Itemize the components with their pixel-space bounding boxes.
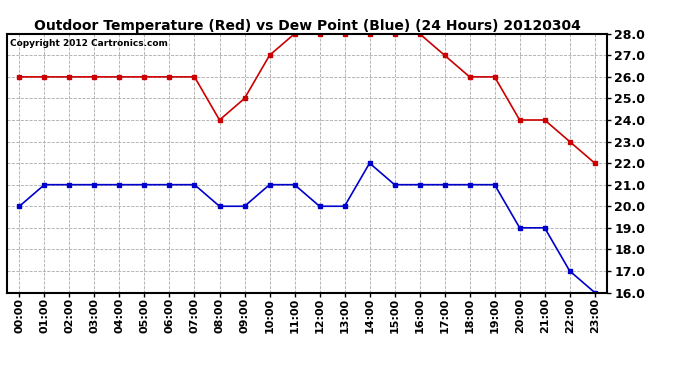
Title: Outdoor Temperature (Red) vs Dew Point (Blue) (24 Hours) 20120304: Outdoor Temperature (Red) vs Dew Point (…	[34, 19, 580, 33]
Text: Copyright 2012 Cartronics.com: Copyright 2012 Cartronics.com	[10, 39, 168, 48]
